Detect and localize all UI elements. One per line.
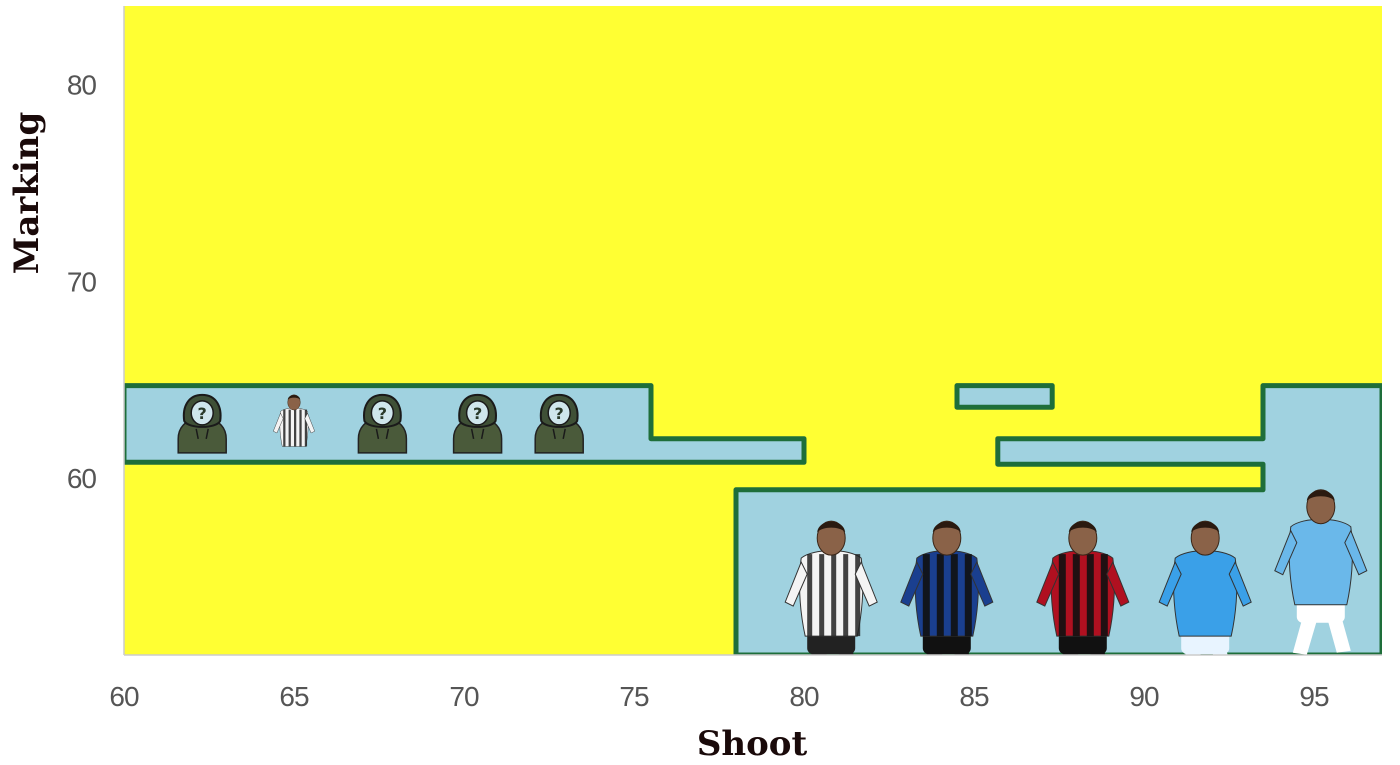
svg-text:?: ? (473, 404, 482, 423)
y-tick-label: 80 (67, 70, 97, 101)
player-photo-icon (1036, 520, 1130, 655)
markers-layer: ???? (177, 393, 1368, 655)
svg-text:?: ? (555, 404, 564, 423)
player-photo-icon (1158, 520, 1252, 655)
x-tick-label: 95 (1299, 681, 1329, 712)
y-axis-title: Marking (7, 112, 47, 275)
x-tick-label: 70 (449, 681, 479, 712)
unknown-player-icon: ? (534, 393, 584, 454)
player-photo-icon (900, 520, 994, 655)
y-tick-label: 60 (67, 463, 97, 494)
svg-text:?: ? (378, 404, 387, 423)
unknown-player-icon: ? (357, 393, 408, 454)
unknown-player-icon: ? (177, 393, 227, 454)
player-photo-icon (784, 520, 878, 655)
ticks-layer: 60 65 70 75 80 85 90 95 60 70 80 (67, 70, 1330, 712)
player-photo-icon (1274, 489, 1368, 655)
highlight-region-2 (954, 383, 1055, 410)
regions-layer (124, 6, 1382, 655)
player-photo-icon (273, 394, 315, 447)
y-tick-label: 70 (67, 266, 97, 297)
x-tick-label: 90 (1129, 681, 1159, 712)
x-tick-label: 60 (109, 681, 139, 712)
x-axis-title: Shoot (697, 724, 808, 764)
x-tick-label: 75 (619, 681, 649, 712)
x-tick-label: 80 (789, 681, 819, 712)
x-tick-label: 85 (959, 681, 989, 712)
axis-frame (123, 6, 1382, 656)
svg-text:?: ? (198, 404, 207, 423)
unknown-player-icon: ? (452, 393, 503, 454)
x-tick-label: 65 (279, 681, 309, 712)
